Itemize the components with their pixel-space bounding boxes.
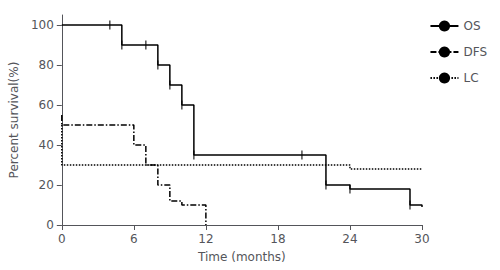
- svg-text:0: 0: [58, 232, 66, 246]
- svg-text:0: 0: [46, 218, 54, 232]
- svg-text:12: 12: [198, 232, 213, 246]
- svg-text:LC: LC: [463, 71, 478, 85]
- svg-text:18: 18: [270, 232, 285, 246]
- svg-text:6: 6: [130, 232, 138, 246]
- svg-text:OS: OS: [463, 19, 480, 33]
- svg-text:60: 60: [39, 98, 54, 112]
- svg-text:Percent survival(%): Percent survival(%): [7, 62, 21, 179]
- svg-text:24: 24: [342, 232, 357, 246]
- svg-text:100: 100: [31, 18, 54, 32]
- svg-text:DFS: DFS: [463, 45, 487, 59]
- svg-text:Time (months): Time (months): [197, 250, 286, 264]
- svg-text:80: 80: [39, 58, 54, 72]
- svg-text:30: 30: [414, 232, 429, 246]
- svg-text:40: 40: [39, 138, 54, 152]
- svg-text:20: 20: [39, 178, 54, 192]
